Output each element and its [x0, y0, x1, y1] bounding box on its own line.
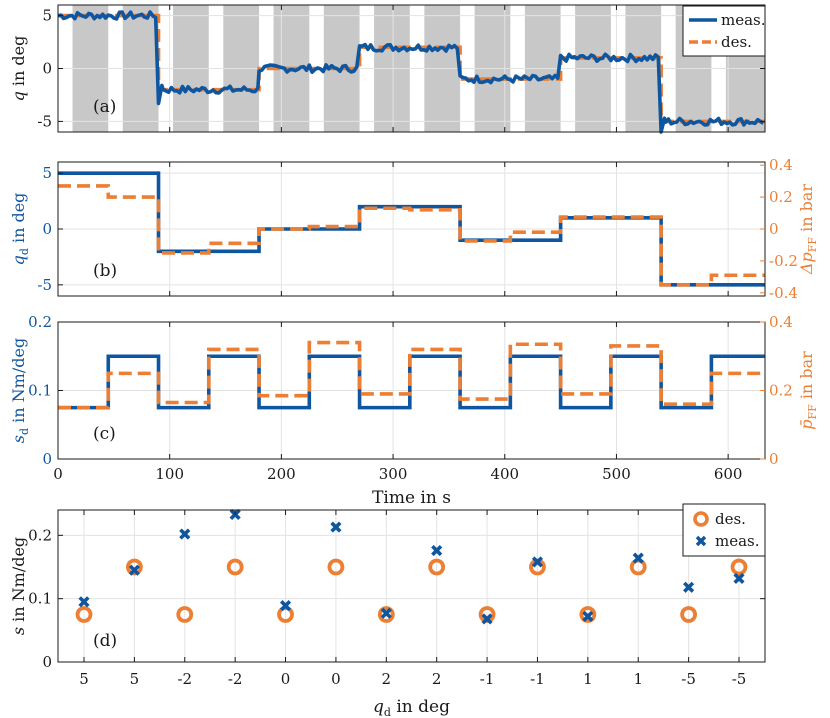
- panel-label: (a): [93, 97, 116, 117]
- x-tick-label: 400: [490, 465, 519, 483]
- y-tick-label: -5: [37, 112, 52, 130]
- x-axis-label: Time in s: [372, 488, 451, 508]
- y-axis-label: q in deg: [9, 36, 28, 102]
- marker-des: [226, 558, 244, 576]
- x-tick-label: -5: [681, 670, 696, 688]
- legend-swatch: [695, 535, 707, 547]
- marker-des: [75, 606, 93, 623]
- x-tick-label: 0: [281, 670, 291, 688]
- x-tick-label: -1: [480, 670, 495, 688]
- marker-des: [377, 606, 395, 623]
- panel-b: -5 0 5 -0.4 -0.2 0 0.2 0.4 (b) qd in deg ΔpFF in b…: [9, 156, 819, 302]
- y-right-axis-label: ΔpFF in bar: [797, 184, 819, 275]
- x-tick-label: -2: [177, 670, 192, 688]
- y-tick-label: 5: [42, 7, 52, 25]
- y-tick-label: 0: [42, 450, 52, 468]
- panel-label: (b): [93, 261, 117, 281]
- y-right-tick-label: 0.2: [769, 188, 793, 206]
- legend-box: [682, 5, 766, 57]
- y-right-tick-label: 0: [769, 220, 779, 238]
- marker-des: [680, 606, 698, 623]
- y-tick-label: 0: [42, 220, 52, 238]
- axes-frame: [57, 509, 766, 663]
- marker-des: [176, 606, 194, 623]
- y-right-tick-label: 0: [769, 450, 779, 468]
- y-axis-label: sd in Nm/deg: [9, 338, 31, 443]
- y-tick-label: 0.2: [28, 526, 52, 544]
- marker-meas: [78, 596, 90, 608]
- x-tick-label: -2: [228, 670, 243, 688]
- x-tick-label: 0: [331, 670, 341, 688]
- x-tick-label: 600: [714, 465, 743, 483]
- y-axis-label: s in Nm/deg: [9, 537, 28, 635]
- y-tick-label: 0.1: [28, 590, 52, 608]
- x-tick-label: 2: [432, 670, 442, 688]
- marker-meas: [380, 607, 392, 619]
- marker-meas: [733, 572, 745, 584]
- y-right-tick-label: 0.2: [769, 382, 793, 400]
- series-line-meas.: [57, 10, 765, 134]
- y-tick-label: -5: [37, 276, 52, 294]
- x-tick-label: -5: [732, 670, 747, 688]
- x-axis-label: qd in deg: [373, 697, 450, 718]
- panel-c: 0 100 200 300 400 500 600 0 0.1 0.2 0 0.2 0.4 (c) sd i…: [9, 313, 819, 508]
- marker-meas: [279, 600, 292, 612]
- y-tick-label: 0.1: [28, 382, 52, 400]
- legend-label: des.: [721, 33, 752, 51]
- legend-label: meas.: [715, 532, 760, 550]
- x-tick-label: 5: [79, 670, 89, 688]
- x-tick-label: 1: [633, 670, 643, 688]
- marker-meas: [582, 610, 594, 622]
- marker-meas: [330, 521, 342, 533]
- y-right-tick-label: 0.4: [769, 156, 793, 174]
- y-tick-label: 5: [42, 164, 52, 182]
- x-tick-label: 1: [583, 670, 593, 688]
- legend-label: des.: [715, 510, 746, 528]
- x-tick-label: -1: [530, 670, 545, 688]
- y-tick-label: 0.2: [28, 313, 52, 331]
- marker-des: [125, 558, 143, 576]
- y-right-tick-label: 0.4: [769, 313, 793, 331]
- y-axis-label: qd in deg: [9, 193, 31, 266]
- x-tick-label: 5: [130, 670, 140, 688]
- marker-meas: [481, 613, 493, 625]
- marker-des: [428, 558, 446, 576]
- y-right-tick-label: -0.4: [769, 284, 798, 302]
- y-tick-label: 0: [42, 60, 52, 78]
- series-line-p̄_FF: [58, 340, 765, 410]
- marker-des: [579, 606, 597, 623]
- panel-label: (c): [93, 424, 116, 444]
- y-right-tick-label: -0.2: [769, 252, 798, 270]
- legend-swatch: [693, 511, 709, 527]
- y-right-axis-label: p̄FF in bar: [797, 351, 819, 430]
- legend: des. meas.: [682, 503, 766, 557]
- x-tick-label: 2: [382, 670, 392, 688]
- x-tick-label: 100: [155, 465, 184, 483]
- series-line-Δp_FF: [58, 184, 765, 287]
- panel-label: (d): [93, 631, 117, 651]
- marker-meas: [179, 528, 191, 540]
- x-tick-label: 300: [379, 465, 408, 483]
- x-tick-label: 200: [267, 465, 296, 483]
- panel-a: -5 0 5 (a) q in deg meas. des.: [9, 4, 766, 134]
- marker-des: [327, 558, 345, 576]
- legend: meas. des.: [682, 5, 766, 57]
- marker-meas: [431, 544, 443, 557]
- x-tick-label: 500: [602, 465, 631, 483]
- y-tick-label: 0: [42, 653, 52, 671]
- legend-label: meas.: [721, 11, 766, 29]
- marker-des: [730, 558, 748, 576]
- panel-d: 5 5 -2 -2 0 0 2 2 -1 -1 1 1 -5 -5 0 0.1 0.2 (d) s in Nm/de…: [9, 503, 766, 718]
- x-tick-label: 0: [53, 465, 63, 483]
- marker-meas: [632, 552, 644, 564]
- marker-meas: [683, 581, 695, 593]
- marker-meas: [128, 564, 140, 576]
- marker-meas: [531, 556, 544, 568]
